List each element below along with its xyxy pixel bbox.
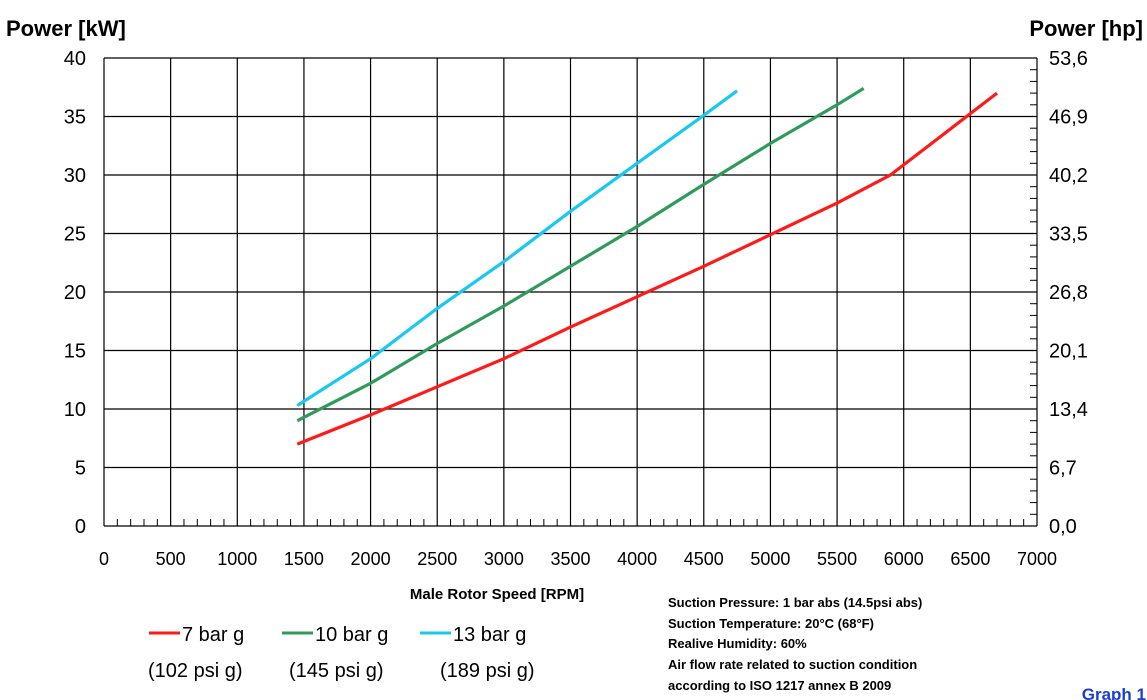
legend: 7 bar g 10 bar g 13 bar g (102 psi g) (1… xyxy=(148,624,535,682)
note-iso: according to ISO 1217 annex B 2009 xyxy=(668,678,891,693)
grid xyxy=(103,57,1038,527)
y-right-tick-label-3: 20,1 xyxy=(1049,341,1088,363)
y-right-tick-label-7: 46,9 xyxy=(1049,107,1088,129)
y-left-tick-label-7: 35 xyxy=(64,107,86,129)
x-tick-labels: 0 500 1000 1500 2000 2500 3000 3500 4000 4500 5000… xyxy=(99,549,1057,569)
note-suction-temperature: Suction Temperature: 20°C (68°F) xyxy=(668,616,874,631)
x-tick-label-14: 7000 xyxy=(1017,549,1057,569)
y-right-tick-label-5: 33,5 xyxy=(1049,224,1088,246)
y-left-tick-label-5: 25 xyxy=(64,224,86,246)
x-tick-label-6: 3000 xyxy=(484,549,524,569)
x-tick-label-7: 3500 xyxy=(550,549,590,569)
series-line-13-bar-g xyxy=(296,89,739,407)
x-tick-label-10: 5000 xyxy=(750,549,790,569)
y-left-tick-label-0: 0 xyxy=(75,516,86,538)
y-left-tick-label-1: 5 xyxy=(75,458,86,480)
series-line-7-bar-g xyxy=(296,91,998,446)
x-tick-label-5: 2500 xyxy=(417,549,457,569)
y-left-axis-title: Power [kW] xyxy=(6,16,126,41)
x-tick-label-9: 4500 xyxy=(684,549,724,569)
y-right-tick-label-1: 6,7 xyxy=(1049,458,1077,480)
y-right-tick-label-6: 40,2 xyxy=(1049,165,1088,187)
legend-sub-7bar: (102 psi g) xyxy=(148,660,243,682)
legend-label-7bar: 7 bar g xyxy=(182,624,244,646)
note-humidity: Realive Humidity: 60% xyxy=(668,636,807,651)
y-left-tick-label-6: 30 xyxy=(64,165,86,187)
y-right-tick-labels: 0,0 6,7 13,4 20,1 26,8 33,5 40,2 46,9 53,6 xyxy=(1049,48,1088,538)
y-left-tick-label-8: 40 xyxy=(64,48,86,70)
x-tick-label-3: 1500 xyxy=(284,549,324,569)
series-line-10-bar-g xyxy=(296,87,865,423)
x-tick-label-12: 6000 xyxy=(884,549,924,569)
legend-sub-13bar: (189 psi g) xyxy=(440,660,535,682)
y-left-tick-label-4: 20 xyxy=(64,282,86,304)
y-left-tick-label-3: 15 xyxy=(64,341,86,363)
note-air-flow: Air flow rate related to suction conditi… xyxy=(668,657,917,672)
x-tick-label-1: 500 xyxy=(156,549,186,569)
y-left-tick-label-2: 10 xyxy=(64,399,86,421)
y-right-tick-label-4: 26,8 xyxy=(1049,282,1088,304)
y-right-tick-label-0: 0,0 xyxy=(1049,516,1077,538)
minor-ticks xyxy=(116,69,1037,526)
conditions-notes: Suction Pressure: 1 bar abs (14.5psi abs… xyxy=(668,595,922,693)
legend-label-10bar: 10 bar g xyxy=(315,624,388,646)
graph-label: Graph 1 xyxy=(1082,685,1146,700)
x-tick-label-8: 4000 xyxy=(617,549,657,569)
y-right-tick-label-8: 53,6 xyxy=(1049,48,1088,70)
x-tick-label-13: 6500 xyxy=(950,549,990,569)
x-axis-title: Male Rotor Speed [RPM] xyxy=(410,586,584,603)
x-tick-label-2: 1000 xyxy=(217,549,257,569)
note-suction-pressure: Suction Pressure: 1 bar abs (14.5psi abs… xyxy=(668,595,922,610)
legend-label-13bar: 13 bar g xyxy=(453,624,526,646)
y-right-tick-label-2: 13,4 xyxy=(1049,399,1088,421)
legend-sub-10bar: (145 psi g) xyxy=(289,660,384,682)
x-tick-label-0: 0 xyxy=(99,549,109,569)
x-tick-label-4: 2000 xyxy=(351,549,391,569)
x-tick-label-11: 5500 xyxy=(817,549,857,569)
series-lines xyxy=(296,87,998,446)
y-left-tick-labels: 0 5 10 15 20 25 30 35 40 xyxy=(64,48,86,538)
y-right-axis-title: Power [hp] xyxy=(1029,16,1143,41)
